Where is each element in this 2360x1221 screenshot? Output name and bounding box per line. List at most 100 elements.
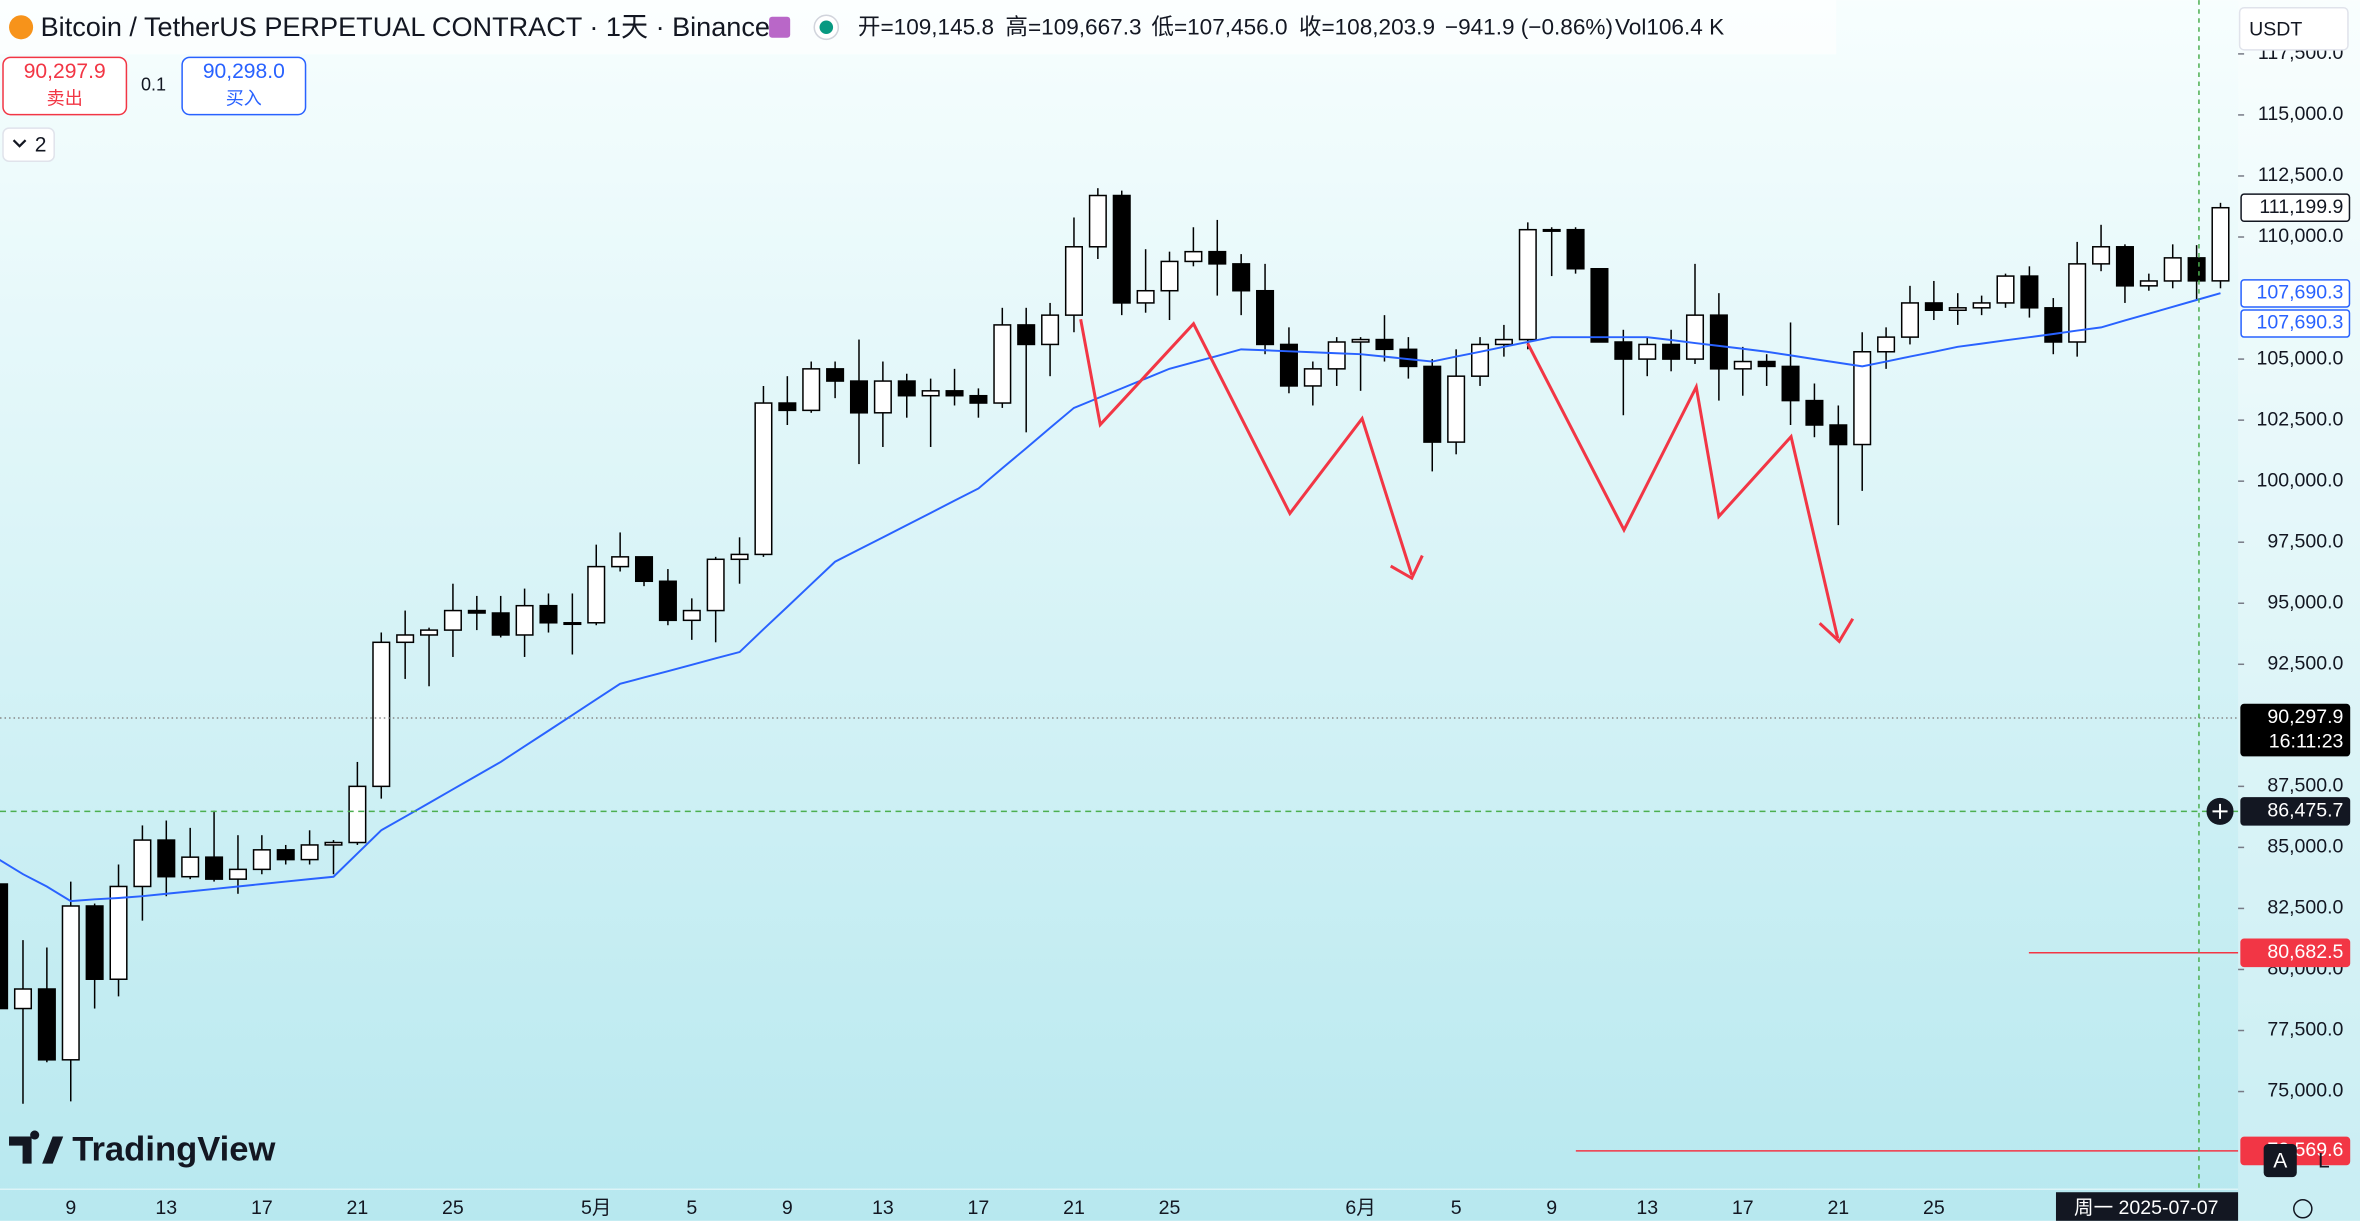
plus-icon — [2212, 803, 2228, 819]
candle-body — [1590, 267, 1609, 343]
candle-body — [1924, 302, 1943, 312]
candle-body — [1160, 260, 1179, 292]
candle-body — [563, 622, 582, 626]
price-label-box — [2240, 279, 2351, 308]
candle-body — [372, 641, 391, 788]
candle-body — [1136, 289, 1155, 304]
candle-body — [133, 839, 152, 888]
x-tick-label: 17 — [251, 1197, 273, 1219]
candle-body — [945, 390, 964, 397]
candle-body — [873, 380, 892, 414]
candle-body — [0, 883, 9, 1010]
y-tick-label: 82,500.0 — [2267, 897, 2343, 919]
candle-body — [276, 849, 295, 861]
candle-body — [2211, 206, 2230, 282]
auto-scale-button[interactable] — [2263, 1144, 2297, 1178]
legend-volume: Vol106.4 K — [1615, 15, 1724, 40]
candle-body — [2044, 307, 2063, 343]
candle-body — [897, 380, 916, 397]
zigzag-line — [1526, 342, 1840, 639]
flag-icon[interactable] — [769, 16, 791, 38]
candle-body — [2020, 275, 2039, 309]
x-tick-label: 21 — [1063, 1197, 1085, 1219]
zigzag-line — [1079, 318, 1414, 576]
candle-body — [1709, 314, 1728, 370]
candle-body — [1900, 302, 1920, 338]
candle-body — [1256, 289, 1275, 346]
indicators-toggle[interactable] — [2, 127, 55, 162]
candle-body — [1638, 343, 1657, 360]
candle-body — [2187, 257, 2206, 282]
arrow-head — [1389, 554, 1424, 581]
price-label: 111,199.9 — [2259, 196, 2343, 218]
x-tick-label: 6月 — [1345, 1197, 1375, 1219]
candle-body — [778, 402, 797, 412]
y-tick-label: 77,500.0 — [2267, 1019, 2343, 1041]
currency-button[interactable] — [2238, 6, 2349, 51]
candle-body — [1542, 228, 1561, 232]
y-tick-label: 105,000.0 — [2256, 347, 2343, 369]
sell-button[interactable] — [2, 56, 128, 116]
candle-body — [611, 556, 630, 568]
candle-body — [1184, 250, 1203, 263]
x-tick-label: 9 — [1546, 1197, 1557, 1219]
chevron-icon — [12, 139, 27, 148]
arrow-head — [1818, 618, 1855, 644]
quantity: 0.1 — [141, 75, 166, 95]
candle-body — [1017, 324, 1036, 346]
crosshair-time-box — [2055, 1192, 2239, 1221]
x-tick-label: 9 — [782, 1197, 793, 1219]
candle-body — [658, 580, 677, 622]
x-tick-label: 21 — [1827, 1197, 1849, 1219]
candle-body — [1303, 368, 1322, 387]
buy-button[interactable] — [181, 56, 307, 116]
x-tick-label: 5月 — [581, 1197, 611, 1219]
settings-icon[interactable] — [2293, 1198, 2313, 1219]
candle-body — [754, 402, 773, 556]
candle-body — [1733, 360, 1752, 370]
candle-body — [1351, 338, 1370, 343]
candle-body — [1064, 246, 1083, 316]
candle-body — [539, 604, 558, 624]
logo-text: TradingView — [72, 1131, 275, 1169]
candle-body — [1972, 302, 1991, 309]
y-tick-label: 87,500.0 — [2267, 775, 2343, 797]
candle-body — [1948, 307, 1967, 312]
y-tick-label: 85,000.0 — [2267, 836, 2343, 858]
candle-body — [2092, 246, 2111, 265]
candle-body — [993, 324, 1012, 404]
price-label-time: 16:11:23 — [2269, 730, 2344, 752]
price-label-box — [2240, 703, 2351, 757]
candle-body — [396, 634, 415, 644]
x-tick-label: 5 — [1451, 1197, 1462, 1219]
candle-body — [1494, 338, 1513, 346]
candle-body — [85, 905, 104, 980]
candle-body — [1996, 275, 2015, 304]
legend-close: 收=108,203.9 — [1299, 15, 1435, 40]
candle-body — [181, 856, 200, 878]
candle-body — [13, 988, 33, 1010]
candle-body — [205, 856, 224, 880]
candle-body — [467, 609, 486, 614]
candle-body — [37, 988, 56, 1061]
candle-body — [1757, 360, 1776, 368]
candle-body — [2163, 257, 2182, 282]
x-tick-label: 17 — [1732, 1197, 1754, 1219]
y-tick-label: 102,500.0 — [2256, 408, 2343, 430]
candle-body — [802, 368, 821, 412]
price-label: 107,690.3 — [2256, 282, 2343, 304]
x-tick-label: 13 — [155, 1197, 177, 1219]
y-tick-label: 112,500.0 — [2258, 164, 2344, 186]
log-scale-label[interactable]: L — [2318, 1150, 2330, 1173]
logo-icon — [9, 1130, 64, 1164]
legend-high: 高=109,667.3 — [1005, 15, 1141, 40]
x-tick-label: 13 — [1636, 1197, 1658, 1219]
sell-label: 卖出 — [47, 88, 83, 108]
y-tick-label: 75,000.0 — [2267, 1080, 2343, 1102]
price-label-box — [2240, 797, 2351, 826]
candle-body — [1232, 263, 1251, 292]
candle-body — [443, 609, 462, 631]
